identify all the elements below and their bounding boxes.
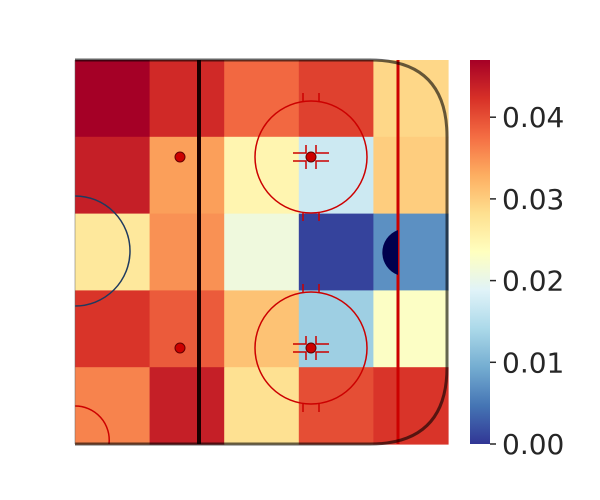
heatmap-cell (149, 367, 225, 445)
heatmap-cell (298, 136, 374, 215)
faceoff-dot (305, 342, 317, 354)
heatmap-cell (224, 136, 300, 215)
heatmap-cell (149, 290, 225, 368)
faceoff-circle (254, 100, 368, 214)
colorbar-tick-label: 0.01 (502, 346, 564, 379)
colorbar-tick-label: 0.00 (502, 428, 564, 461)
colorbar-tick-label: 0.03 (502, 183, 564, 216)
heatmap-cell (298, 60, 374, 138)
faceoff-l-mark (315, 160, 329, 169)
faceoff-circle (254, 291, 368, 405)
faceoff-l-mark (315, 145, 329, 154)
heatmap-cell (373, 60, 449, 138)
heatmap-cell (373, 136, 449, 215)
heatmap-cell (75, 367, 151, 445)
faceoff-dot (305, 151, 317, 163)
faceoff-l-mark (315, 336, 329, 345)
referee-crease (74, 405, 110, 445)
center-circle (74, 195, 131, 307)
heatmap-cell (224, 60, 300, 138)
heatmap-cell (149, 60, 225, 138)
colorbar-tick-label: 0.02 (502, 265, 564, 298)
heatmap-cells (75, 60, 449, 445)
heatmap-cell (75, 213, 151, 291)
goal-crease (382, 230, 398, 275)
faceoff-l-mark (315, 351, 329, 360)
heatmap-cell (298, 290, 374, 368)
heatmap-cell (373, 367, 449, 445)
boards (75, 58, 449, 446)
heatmap-cell (224, 213, 300, 291)
faceoff-l-mark (293, 351, 307, 360)
colorbar-tick-label: 0.04 (502, 101, 564, 134)
rink-overlay (74, 58, 449, 446)
heatmap-cell (224, 367, 300, 445)
heatmap-cell (75, 60, 151, 138)
heatmap-cell (298, 367, 374, 445)
heatmap-cell (75, 136, 151, 215)
heatmap-cell (75, 290, 151, 368)
neutral-zone-dot (174, 151, 186, 163)
heatmap-cell (149, 213, 225, 291)
faceoff-l-mark (293, 336, 307, 345)
neutral-zone-dot (174, 342, 186, 354)
heatmap-cell (373, 290, 449, 368)
faceoff-l-mark (293, 145, 307, 154)
colorbar-bar (470, 60, 490, 444)
colorbar: 0.00 0.01 0.02 0.03 0.04 (470, 60, 564, 461)
faceoff-l-mark (293, 160, 307, 169)
heatmap-cell (149, 136, 225, 215)
heatmap-cell (298, 213, 374, 291)
heatmap-cell (224, 290, 300, 368)
